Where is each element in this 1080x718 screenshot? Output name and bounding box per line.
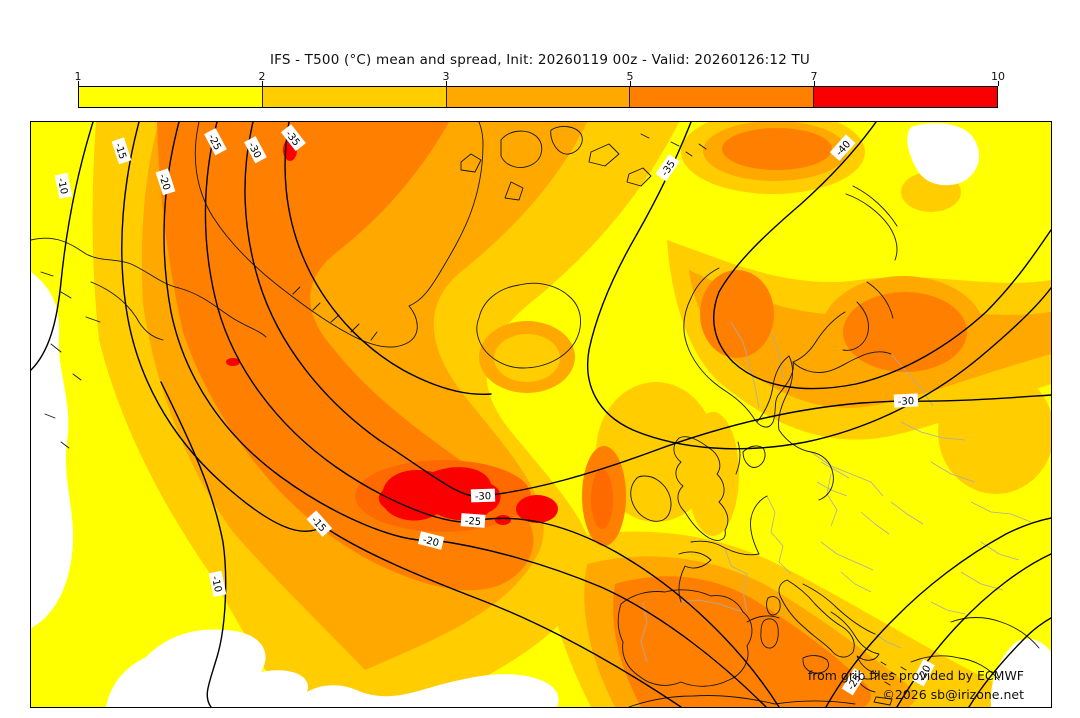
contour-minus10-sw	[160, 381, 227, 707]
coast-balkans	[802, 583, 876, 635]
contour-minus10-nw	[31, 122, 94, 371]
contour-minus40	[713, 122, 1051, 390]
spread-region-white-left-strip	[31, 272, 74, 628]
spread-region-iceland-core-l2	[494, 334, 560, 382]
coast-canada-inner	[90, 281, 164, 341]
colorbar-segment-5-7	[630, 87, 815, 107]
colorbar-tick-label: 2	[258, 70, 266, 83]
svg-text:-30: -30	[475, 491, 492, 503]
contour-label: -30	[893, 393, 919, 408]
svg-text:-20: -20	[156, 173, 172, 192]
contour-minus35-fan	[284, 122, 492, 395]
map-svg: -10-15-20-25 -30-35-35-40-30-30-25-20-15-…	[31, 122, 1051, 707]
contour-minus35-arctic	[587, 122, 1051, 450]
colorbar	[78, 86, 998, 108]
map-canvas: -10 -15 -20 -25 -30 -35 -35 -40 -30 -30 -25 -20 -15-…	[30, 121, 1052, 708]
colorbar-tick-marks	[78, 81, 999, 86]
colorbar-tick-label: 5	[626, 70, 634, 83]
coast-anatolia	[910, 655, 1000, 681]
colorbar-tick-label: 10	[991, 70, 1005, 83]
contour-minus20	[163, 122, 767, 707]
svg-text:-15: -15	[112, 142, 128, 161]
coast-med-france	[746, 615, 780, 623]
coast-kola	[792, 281, 894, 373]
contour-label: -20	[155, 168, 176, 196]
colorbar-segment-3-5	[446, 87, 631, 107]
coast-blacksea	[950, 617, 1040, 649]
spread-region-red-speck-mid	[495, 515, 511, 525]
coast-novaya-zemlya	[845, 185, 898, 261]
attribution-source: from grib files provided by ECMWF	[807, 668, 1024, 683]
coast-corsica	[766, 596, 781, 616]
spread-region-uk-east-l2	[687, 412, 739, 536]
coast-greenland	[194, 122, 484, 348]
spread-region-norway-l4	[700, 270, 774, 358]
spread-region-right-edge-l2	[938, 370, 1051, 494]
coast-canada	[31, 237, 267, 338]
spread-region-topright-core-l4	[722, 128, 832, 170]
spread-region-uk-band-l2	[596, 382, 716, 522]
svg-text:-10: -10	[55, 177, 69, 195]
svg-text:-30: -30	[898, 396, 915, 408]
contour-label: -25	[460, 513, 486, 528]
contour-label: -10	[54, 172, 73, 199]
contour-label: -20	[417, 531, 445, 550]
page-title: IFS - T500 (°C) mean and spread, Init: 2…	[269, 52, 811, 68]
contour-label: -10	[208, 570, 227, 597]
spread-region-nw-russia-l4	[843, 292, 967, 372]
contour-minus15-se	[968, 617, 1051, 707]
colorbar-tick-label: 1	[74, 70, 82, 83]
coast-iceland	[476, 282, 581, 369]
spread-region-iberia-france-l4	[613, 576, 871, 707]
spread-region-white-topright	[907, 123, 980, 186]
contour-label: -30	[470, 488, 496, 503]
svg-text:-10: -10	[209, 575, 223, 593]
coast-sardinia	[760, 618, 779, 649]
attribution-copyright: ©2026 sb@irizone.net	[882, 687, 1024, 702]
colorbar-tick-labels: 1 2 3 5 7 10	[74, 70, 1006, 84]
colorbar-segment-1-2	[79, 87, 263, 107]
contour-minus25-se	[825, 517, 1051, 707]
coast-sicily	[802, 655, 830, 674]
spread-region-white-bottomright	[990, 638, 1051, 707]
coast-scandinavia	[683, 267, 846, 428]
spread-region-red-core-east	[516, 495, 558, 523]
coastlines	[31, 122, 1040, 707]
contour-minus20-se	[896, 553, 1051, 707]
colorbar-segment-7-10	[814, 87, 997, 107]
coast-iberia	[617, 589, 753, 687]
coast-ireland	[630, 475, 672, 522]
svg-text:-20: -20	[421, 535, 440, 550]
svg-text:-25: -25	[464, 516, 481, 528]
contour-minus25	[204, 122, 780, 707]
coast-svalbard	[460, 126, 652, 201]
coast-italy	[778, 579, 855, 658]
coast-channel	[678, 495, 768, 603]
coast-uk	[673, 436, 729, 541]
colorbar-segment-2-3	[262, 87, 447, 107]
colorbar-tick-label: 3	[442, 70, 450, 83]
contour-minus15	[121, 122, 682, 707]
coast-denmark	[735, 441, 766, 475]
colorbar-tick-label: 7	[810, 70, 818, 83]
spread-fill-regions	[31, 122, 1051, 707]
contour-label: -15	[111, 137, 132, 165]
spread-region-ireland-west-deep	[591, 469, 613, 529]
spread-region-red-speck-west	[226, 358, 240, 366]
coast-africa	[628, 695, 856, 707]
